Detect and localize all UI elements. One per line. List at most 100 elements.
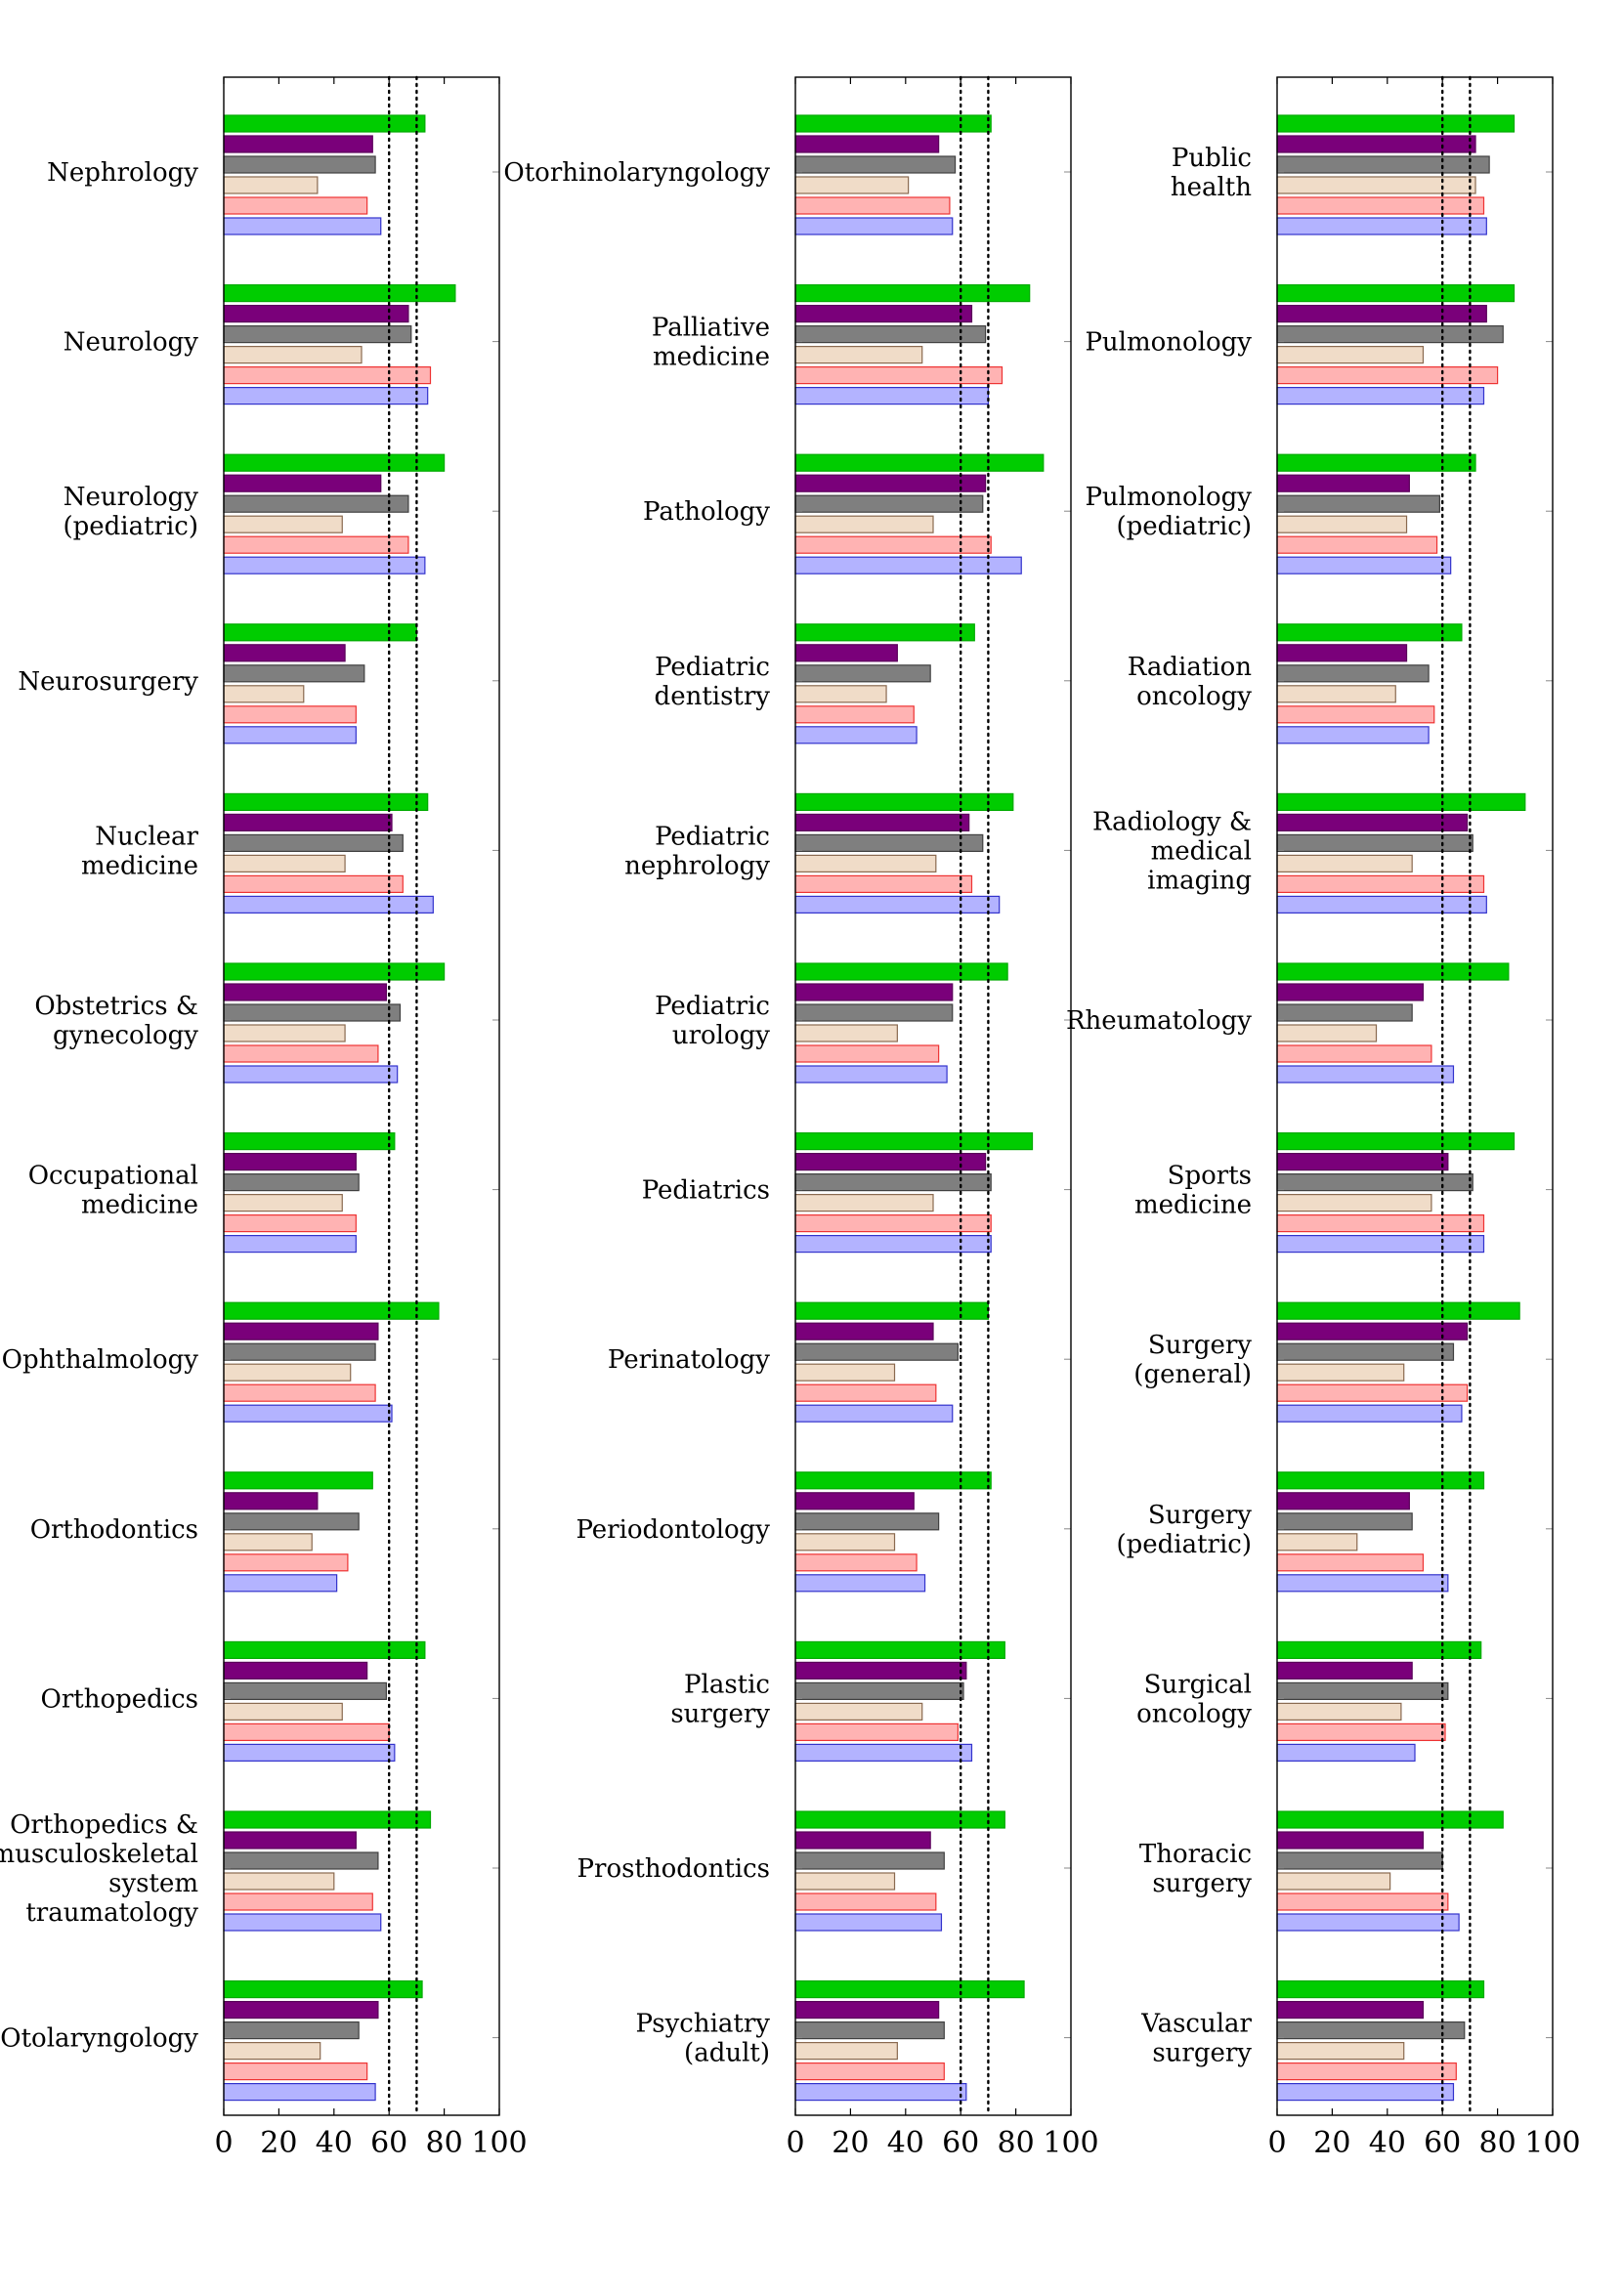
- bar-series-6: [223, 1065, 399, 1084]
- bar-series-5: [794, 1383, 937, 1402]
- bar-series-6: [1276, 726, 1430, 744]
- bar-series-5: [1276, 196, 1485, 215]
- category-label: Prosthodontics: [577, 1854, 770, 1884]
- category-label: Pediatric nephrology: [624, 822, 770, 880]
- category-label: Surgery (general): [1133, 1331, 1252, 1389]
- bar-series-4: [1276, 1872, 1391, 1891]
- bar-series-3: [794, 833, 984, 853]
- bar-series-6: [794, 1574, 926, 1593]
- bar-series-2: [1276, 2001, 1425, 2020]
- x-tick-label: 0: [786, 2126, 804, 2160]
- bar-series-6: [223, 895, 434, 914]
- x-tick-label: 60: [1424, 2126, 1461, 2160]
- category-label-line: system: [108, 1869, 198, 1898]
- bar-series-6: [223, 726, 357, 744]
- bar-series-2: [223, 1831, 357, 1850]
- bar-series-4: [794, 1872, 896, 1891]
- bar-series-2: [223, 1322, 379, 1340]
- bar-series-4: [794, 515, 934, 533]
- category-label-line: Public: [1172, 144, 1252, 173]
- bar-series-4: [223, 346, 363, 364]
- bar-series-4: [1276, 1533, 1358, 1552]
- bar-series-1: [223, 1131, 396, 1151]
- bar-series-4: [794, 176, 910, 194]
- category-label-line: Pulmonology: [1085, 328, 1252, 358]
- bar-series-5: [1276, 1383, 1469, 1402]
- bar-series-3: [223, 1172, 360, 1192]
- bar-series-2: [223, 644, 346, 662]
- category-label-line: Otolaryngology: [0, 2024, 198, 2054]
- bar-series-5: [223, 366, 432, 385]
- bar-series-5: [794, 1553, 918, 1572]
- category-label-line: Otorhinolaryngology: [503, 158, 770, 188]
- bar-series-3: [1276, 1342, 1455, 1361]
- category-label-line: (pediatric): [1116, 512, 1252, 541]
- bar-series-3: [1276, 664, 1430, 683]
- bar-series-2: [794, 1492, 915, 1510]
- bar-series-3: [1276, 1003, 1413, 1022]
- category-label-line: Neurology: [64, 483, 199, 512]
- bar-series-5: [223, 874, 404, 894]
- bar-series-5: [1276, 705, 1435, 724]
- category-label-line: medicine: [1134, 1191, 1252, 1220]
- x-tick-label: 40: [887, 2126, 924, 2160]
- bar-series-5: [1276, 2062, 1457, 2081]
- bar-series-1: [794, 1640, 1005, 1660]
- bar-series-1: [794, 792, 1014, 812]
- bar-series-5: [1276, 1892, 1449, 1911]
- category-label-line: (pediatric): [1116, 1530, 1252, 1559]
- category-label: Psychiatry (adult): [635, 2010, 770, 2068]
- category-label-line: Pediatric: [655, 822, 770, 851]
- bar-series-6: [223, 1404, 393, 1423]
- x-tick-label: 80: [998, 2126, 1035, 2160]
- bar-series-5: [794, 874, 973, 894]
- category-label: Neurology: [64, 328, 199, 358]
- bar-series-6: [1276, 1065, 1455, 1084]
- bar-series-1: [794, 962, 1008, 981]
- category-label-line: musculoskeletal: [0, 1840, 198, 1869]
- bar-series-2: [794, 135, 940, 153]
- bar-series-1: [1276, 1640, 1482, 1660]
- bar-series-3: [1276, 1172, 1474, 1192]
- bar-series-4: [794, 1702, 923, 1722]
- bar-series-5: [223, 1383, 376, 1402]
- bar-series-2: [794, 305, 973, 323]
- category-label: Ophthalmology: [2, 1345, 199, 1375]
- bar-series-4: [223, 176, 319, 194]
- category-label: Obstetrics & gynecology: [34, 992, 198, 1050]
- category-label-line: Radiology &: [1092, 807, 1252, 836]
- category-label: Thoracic surgery: [1139, 1840, 1252, 1898]
- bar-series-4: [1276, 854, 1413, 873]
- category-label-line: Orthopedics &: [10, 1810, 198, 1840]
- bar-series-1: [794, 1810, 1005, 1829]
- x-tick-label: 20: [832, 2126, 869, 2160]
- bar-series-3: [1276, 155, 1490, 174]
- bar-series-6: [223, 1743, 396, 1763]
- bar-series-5: [1276, 535, 1438, 554]
- category-label-line: Periodontology: [576, 1515, 770, 1545]
- bar-series-5: [794, 2062, 945, 2081]
- bar-series-5: [794, 1892, 937, 1911]
- category-label-line: Nephrology: [47, 158, 198, 188]
- category-label-line: (general): [1133, 1360, 1252, 1389]
- bar-series-2: [223, 1152, 357, 1171]
- category-label: Pediatrics: [642, 1176, 770, 1206]
- category-label-line: imaging: [1147, 866, 1252, 895]
- bar-series-3: [794, 664, 931, 683]
- plot-frame: [1276, 76, 1554, 2116]
- bar-series-2: [1276, 813, 1469, 832]
- category-label-line: Pediatrics: [642, 1176, 770, 1206]
- bar-series-1: [223, 1301, 440, 1320]
- bar-series-6: [794, 1913, 943, 1932]
- category-label-line: Neurosurgery: [18, 667, 198, 697]
- bar-series-3: [794, 325, 987, 344]
- bar-series-2: [1276, 983, 1425, 1001]
- bar-series-4: [223, 1363, 352, 1382]
- category-label: Radiology & medical imaging: [1092, 807, 1252, 895]
- category-label-line: Occupational: [28, 1162, 198, 1191]
- category-label-line: Plastic: [684, 1670, 770, 1699]
- bar-series-4: [1276, 1024, 1378, 1042]
- category-label-line: Psychiatry: [635, 2010, 770, 2039]
- bar-series-2: [794, 2001, 940, 2020]
